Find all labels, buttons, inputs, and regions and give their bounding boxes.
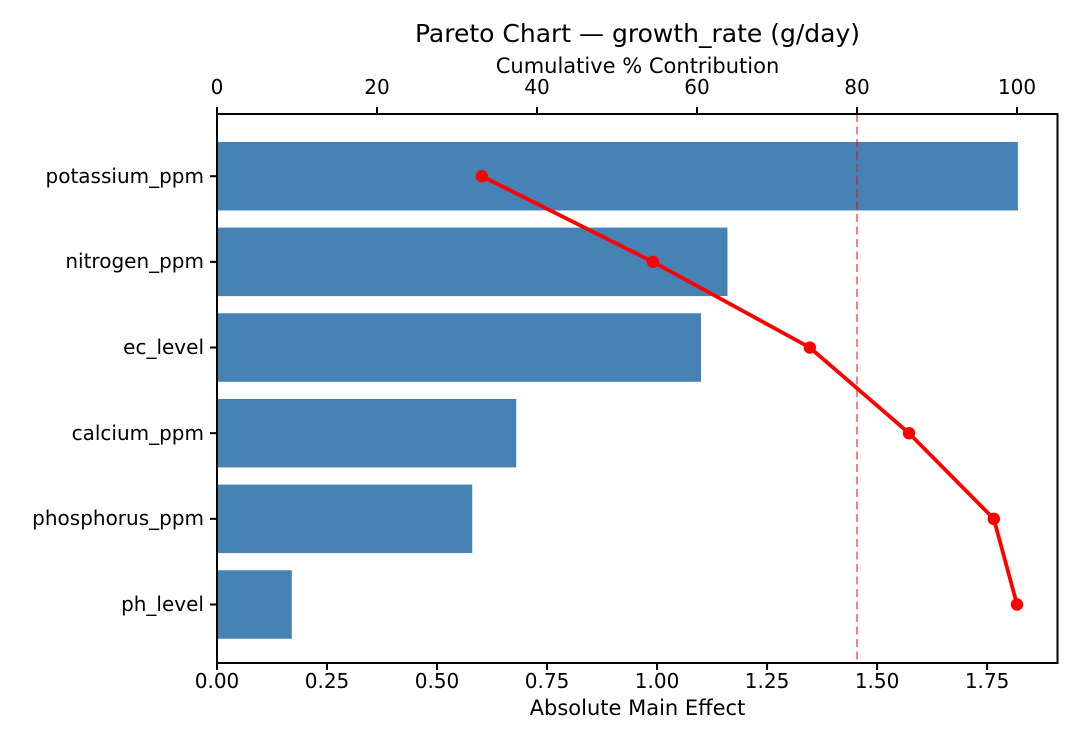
y-tick-label-nitrogen_ppm: nitrogen_ppm	[65, 249, 204, 274]
chart-title: Pareto Chart — growth_rate (g/day)	[414, 19, 861, 48]
cumulative-point-nitrogen_ppm	[646, 255, 660, 268]
bottom-tick-label-0.25: 0.25	[304, 669, 350, 693]
top-axis-label: Cumulative % Contribution	[495, 54, 780, 78]
top-tick-label-60: 60	[684, 75, 710, 99]
bar-nitrogen_ppm	[217, 227, 728, 296]
y-tick-label-phosphorus_ppm: phosphorus_ppm	[32, 506, 204, 531]
bottom-tick-label-1.50: 1.50	[854, 669, 900, 693]
top-tick-label-40: 40	[524, 75, 550, 99]
cumulative-point-ec_level	[803, 340, 817, 354]
bottom-tick-label-1.00: 1.00	[634, 669, 680, 693]
bottom-tick-label-0.50: 0.50	[414, 669, 460, 693]
y-tick-label-ph_level: ph_level	[121, 592, 204, 616]
top-tick-label-20: 20	[364, 75, 390, 99]
cumulative-point-phosphorus_ppm	[987, 512, 1001, 525]
top-tick-label-0: 0	[210, 75, 224, 99]
bottom-tick-label-0.00: 0.00	[194, 669, 240, 693]
cumulative-line	[480, 174, 1019, 605]
bar-phosphorus_ppm	[217, 484, 473, 553]
top-tick-label-100: 100	[997, 75, 1037, 99]
bar-ph_level	[217, 569, 292, 639]
bottom-axis-label: Absolute Main Effect	[529, 696, 746, 720]
y-tick-label-ec_level: ec_level	[123, 335, 204, 360]
bottom-tick-label-1.75: 1.75	[964, 669, 1010, 693]
cumulative-point-potassium_ppm	[475, 169, 489, 182]
bar-calcium_ppm	[217, 398, 517, 467]
y-tick-label-calcium_ppm: calcium_ppm	[71, 420, 204, 445]
plot-area	[210, 106, 1059, 670]
y-tick-label-potassium_ppm: potassium_ppm	[45, 163, 204, 188]
bottom-tick-label-0.75: 0.75	[524, 669, 570, 693]
bar-ec_level	[217, 312, 702, 382]
bar-potassium_ppm	[217, 141, 1018, 210]
cumulative-point-calcium_ppm	[902, 426, 916, 439]
plot-spines	[216, 112, 1059, 664]
top-tick-label-80: 80	[844, 75, 870, 99]
bottom-tick-label-1.25: 1.25	[744, 669, 790, 693]
cumulative-point-ph_level	[1010, 597, 1024, 611]
